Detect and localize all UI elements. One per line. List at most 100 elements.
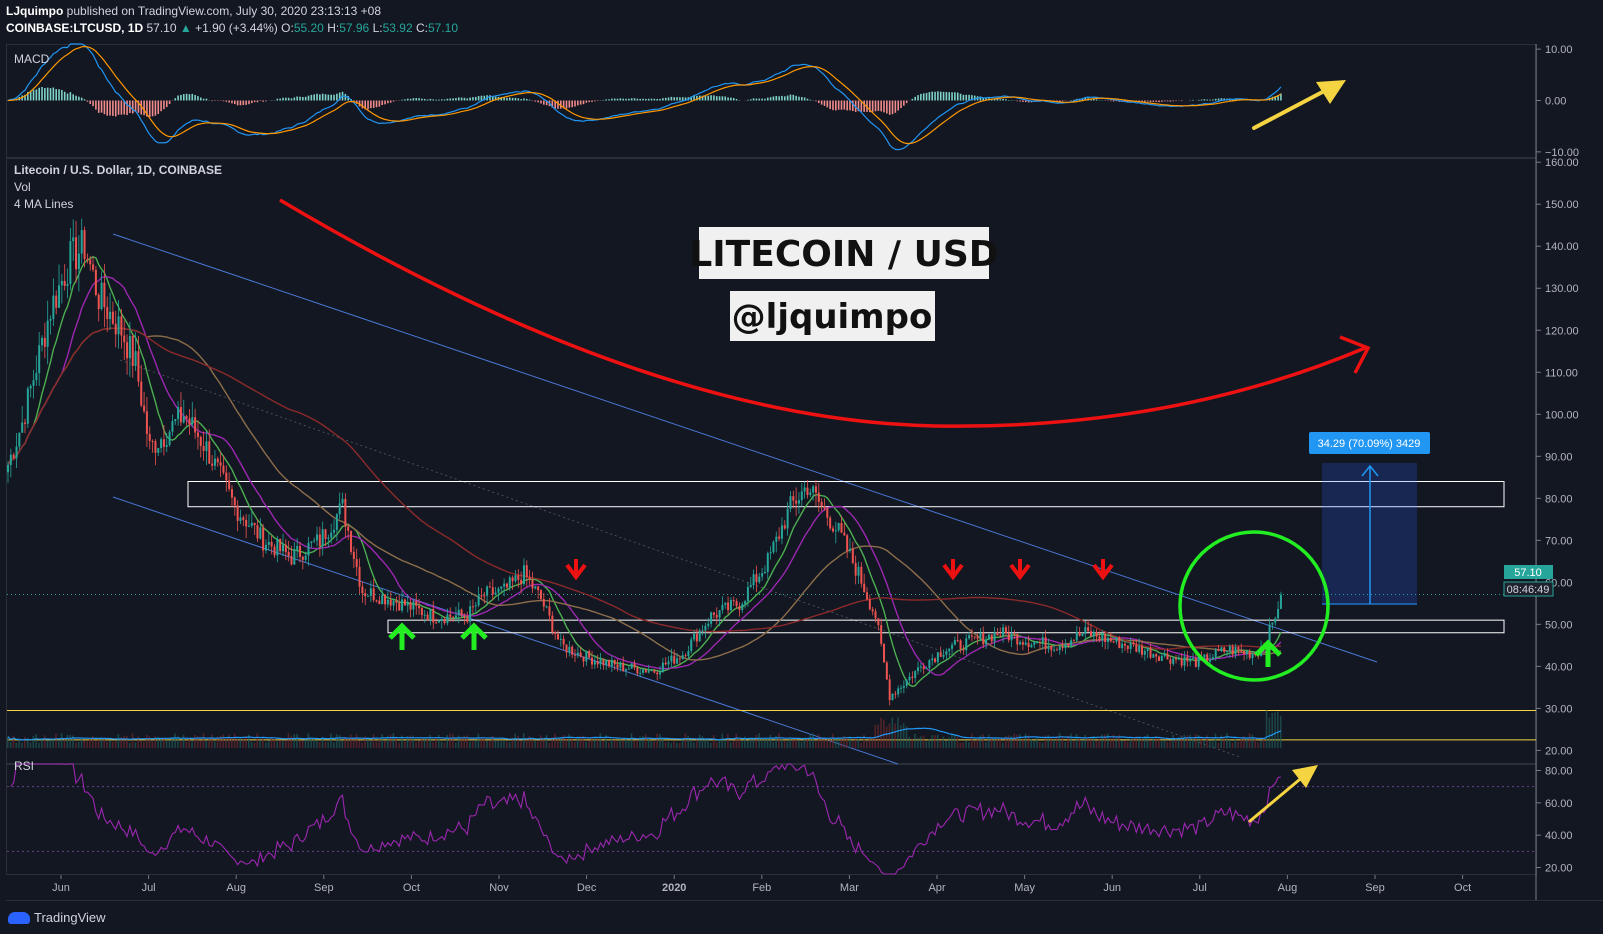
- candle-body: [307, 542, 310, 556]
- macd-bar: [704, 95, 707, 101]
- volume-bar: [1061, 736, 1064, 748]
- macd-bar: [781, 95, 783, 101]
- macd-bar: [307, 95, 310, 101]
- macd-bar: [364, 100, 367, 110]
- volume-bar: [908, 736, 911, 748]
- candle-body: [423, 614, 426, 616]
- candle-body: [1036, 641, 1039, 643]
- macd-bar: [126, 100, 128, 116]
- volume-bar: [89, 738, 91, 748]
- volume-bar: [270, 737, 273, 748]
- candle-body: [128, 335, 131, 359]
- candle-body: [1160, 656, 1163, 661]
- macd-bar: [588, 100, 590, 103]
- candle-body: [1010, 633, 1013, 641]
- volume-bar: [613, 739, 616, 748]
- volume-bar: [94, 741, 97, 748]
- candle-body: [1016, 634, 1019, 645]
- volume-bar: [1055, 736, 1058, 748]
- macd-bar: [948, 92, 951, 101]
- macd-bar: [693, 95, 695, 101]
- macd-bar: [730, 97, 732, 101]
- macd-bar: [630, 98, 633, 101]
- vol-label: Vol: [14, 180, 31, 194]
- volume-bar: [145, 734, 148, 748]
- price-tag: 57.10: [1514, 567, 1542, 579]
- macd-bar: [520, 99, 522, 101]
- macd-bar: [710, 95, 712, 101]
- candle-body: [375, 600, 378, 602]
- volume-bar: [925, 741, 928, 748]
- candle-body: [525, 565, 528, 578]
- volume-bar: [454, 742, 457, 748]
- volume-bar: [704, 739, 707, 748]
- volume-bar: [299, 740, 301, 748]
- macd-bar: [406, 98, 409, 101]
- volume-bar: [928, 739, 930, 748]
- tradingview-logo[interactable]: TradingView: [8, 910, 106, 925]
- volume-bar: [945, 740, 947, 748]
- macd-bar: [886, 100, 888, 114]
- candle-body: [89, 259, 92, 265]
- macd-bar: [673, 97, 676, 101]
- volume-bar: [1041, 742, 1044, 748]
- candle-body: [386, 599, 389, 605]
- volume-bar: [537, 741, 539, 748]
- candle-body: [1061, 646, 1064, 649]
- candle-body: [795, 500, 798, 504]
- candle-body: [883, 643, 886, 663]
- candle-body: [335, 514, 338, 530]
- candle-body: [256, 525, 259, 539]
- volume-bar: [471, 741, 474, 748]
- macd-bar: [1212, 99, 1214, 101]
- volume-bar: [681, 738, 684, 748]
- macd-bar: [747, 99, 749, 101]
- volume-bar: [208, 739, 210, 748]
- volume-bar: [80, 739, 83, 748]
- candle-body: [718, 610, 721, 618]
- macd-bar: [1214, 98, 1217, 101]
- candle-body: [1004, 627, 1007, 634]
- macd-bar: [392, 100, 395, 102]
- candle-body: [863, 583, 866, 593]
- volume-bar: [182, 734, 185, 748]
- candle-body: [1072, 640, 1075, 642]
- candle-body: [165, 445, 168, 447]
- candle-body: [216, 458, 219, 463]
- candle-body: [290, 556, 293, 565]
- candle-body: [741, 603, 744, 611]
- volume-bar: [1277, 711, 1279, 748]
- volume-bar: [525, 739, 528, 748]
- candle-body: [993, 632, 996, 642]
- macd-bar: [455, 98, 457, 101]
- macd-bar: [1061, 100, 1064, 102]
- macd-bar: [826, 100, 829, 108]
- macd-bar: [194, 94, 196, 101]
- macd-bar: [973, 95, 976, 101]
- candle-body: [1033, 642, 1036, 645]
- macd-bar: [891, 100, 894, 115]
- candle-body: [75, 237, 78, 270]
- candle-body: [1112, 641, 1115, 643]
- volume-bar: [687, 735, 689, 748]
- volume-bar: [335, 734, 338, 748]
- candle-body: [959, 640, 962, 649]
- volume-bar: [134, 742, 137, 748]
- volume-bar: [160, 738, 162, 748]
- macd-bar: [727, 97, 729, 101]
- candle-body: [755, 574, 758, 583]
- candle-body: [1277, 608, 1280, 619]
- macd-bar: [154, 100, 157, 116]
- volume-bar: [29, 742, 32, 748]
- volume-bar: [60, 733, 63, 748]
- macd-bar: [100, 100, 103, 113]
- macd-bar: [7, 100, 9, 101]
- macd-bar: [61, 89, 63, 101]
- volume-bar: [256, 733, 259, 748]
- macd-bar: [177, 95, 179, 101]
- volume-bar: [710, 742, 712, 748]
- candle-body: [800, 491, 803, 501]
- volume-bar: [667, 741, 670, 748]
- macd-bar: [880, 100, 882, 112]
